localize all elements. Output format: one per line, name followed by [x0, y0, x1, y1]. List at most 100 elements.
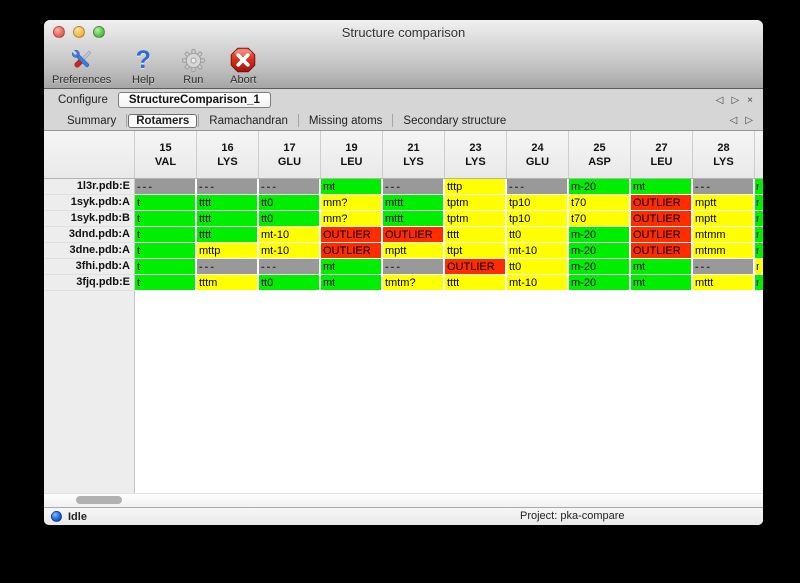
rotamer-cell-partial[interactable]: m: [755, 243, 763, 259]
rotamer-cell[interactable]: t: [135, 259, 197, 275]
tab-ramachandran[interactable]: Ramachandran: [209, 114, 288, 127]
rotamer-cell[interactable]: OUTLIER: [383, 227, 445, 243]
close-window-button[interactable]: [53, 26, 65, 38]
tab-summary[interactable]: Summary: [67, 114, 117, 127]
scrollbar-thumb[interactable]: [76, 496, 122, 504]
rotamer-cell[interactable]: t: [135, 227, 197, 243]
rotamer-cell[interactable]: mttp: [197, 243, 259, 259]
rotamer-cell[interactable]: m-20: [569, 275, 631, 291]
rotamer-cell[interactable]: tttm: [197, 275, 259, 291]
row-label[interactable]: 1syk.pdb:A: [44, 195, 135, 211]
rotamer-cell[interactable]: tttt: [197, 211, 259, 227]
rotamer-cell[interactable]: t: [135, 195, 197, 211]
rotamer-cell[interactable]: ---: [693, 259, 755, 275]
close-config-icon[interactable]: ×: [747, 94, 753, 106]
preferences-button[interactable]: Preferences: [52, 46, 111, 86]
row-label[interactable]: 3fjq.pdb:E: [44, 275, 135, 291]
run-button[interactable]: Run: [175, 46, 211, 86]
rotamer-cell[interactable]: mt-10: [507, 243, 569, 259]
rotamer-cell[interactable]: ---: [383, 259, 445, 275]
rotamer-cell[interactable]: mt: [321, 275, 383, 291]
next-config-icon[interactable]: ▷: [731, 94, 740, 106]
abort-button[interactable]: Abort: [225, 46, 261, 86]
rotamer-cell-partial[interactable]: m: [755, 259, 763, 275]
rotamer-cell[interactable]: mt: [321, 259, 383, 275]
rotamer-cell[interactable]: tttt: [445, 227, 507, 243]
rotamer-cell[interactable]: mptt: [693, 211, 755, 227]
rotamer-cell[interactable]: ---: [259, 179, 321, 195]
rotamer-cell[interactable]: OUTLIER: [321, 227, 383, 243]
rotamer-cell[interactable]: mtmm: [693, 243, 755, 259]
rotamer-cell[interactable]: m-20: [569, 243, 631, 259]
rotamer-cell[interactable]: tp10: [507, 195, 569, 211]
rotamer-cell[interactable]: tttp: [445, 179, 507, 195]
rotamer-cell[interactable]: ---: [259, 259, 321, 275]
rotamer-cell[interactable]: mt: [631, 259, 693, 275]
rotamer-cell-partial[interactable]: m: [755, 275, 763, 291]
row-label[interactable]: 3dnd.pdb:A: [44, 227, 135, 243]
rotamer-cell[interactable]: t: [135, 275, 197, 291]
rotamer-cell[interactable]: OUTLIER: [631, 227, 693, 243]
rotamer-cell[interactable]: tp10: [507, 211, 569, 227]
rotamer-cell[interactable]: ---: [197, 179, 259, 195]
minimize-window-button[interactable]: [73, 26, 85, 38]
rotamer-cell[interactable]: t: [135, 211, 197, 227]
rotamer-cell[interactable]: tptm: [445, 195, 507, 211]
rotamer-cell[interactable]: OUTLIER: [321, 243, 383, 259]
rotamer-cell[interactable]: mm?: [321, 211, 383, 227]
rotamer-cell[interactable]: mtmm: [693, 227, 755, 243]
rotamer-cell[interactable]: t: [135, 243, 197, 259]
rotamer-cell[interactable]: tptm: [445, 211, 507, 227]
rotamer-cell[interactable]: ---: [135, 179, 197, 195]
tab-missing-atoms[interactable]: Missing atoms: [308, 114, 383, 127]
rotamer-cell[interactable]: mm?: [321, 195, 383, 211]
rotamer-cell[interactable]: mt: [321, 179, 383, 195]
row-label[interactable]: 3fhi.pdb:A: [44, 259, 135, 275]
rotamer-cell[interactable]: tt0: [259, 195, 321, 211]
rotamer-cell[interactable]: mttt: [693, 275, 755, 291]
rotamer-cell[interactable]: ---: [383, 179, 445, 195]
rotamer-cell[interactable]: mttt: [383, 211, 445, 227]
configuration-tab[interactable]: StructureComparison_1: [117, 92, 271, 108]
rotamer-cell[interactable]: mt: [631, 179, 693, 195]
row-label[interactable]: 1l3r.pdb:E: [44, 179, 135, 195]
rotamer-cell[interactable]: OUTLIER: [631, 195, 693, 211]
tab-rotamers[interactable]: Rotamers: [128, 113, 198, 128]
rotamer-cell[interactable]: ---: [507, 179, 569, 195]
help-button[interactable]: ? Help: [125, 46, 161, 86]
rotamer-cell-partial[interactable]: m: [755, 195, 763, 211]
rotamer-cell-partial[interactable]: m: [755, 179, 763, 195]
prev-tab-icon[interactable]: ◁: [729, 115, 738, 126]
rotamer-cell[interactable]: tt0: [507, 259, 569, 275]
rotamer-cell[interactable]: mptt: [383, 243, 445, 259]
rotamer-cell[interactable]: t70: [569, 211, 631, 227]
rotamer-cell[interactable]: OUTLIER: [445, 259, 507, 275]
rotamer-cell[interactable]: m-20: [569, 259, 631, 275]
rotamer-cell[interactable]: mt: [631, 275, 693, 291]
rotamer-cell[interactable]: tmtm?: [383, 275, 445, 291]
rotamer-cell[interactable]: tt0: [259, 275, 321, 291]
zoom-window-button[interactable]: [93, 26, 105, 38]
rotamer-cell[interactable]: tttt: [445, 275, 507, 291]
rotamer-cell[interactable]: mt-10: [507, 275, 569, 291]
rotamer-cell[interactable]: m-20: [569, 227, 631, 243]
rotamer-cell[interactable]: tt0: [507, 227, 569, 243]
rotamer-cell-partial[interactable]: m: [755, 227, 763, 243]
rotamer-cell[interactable]: m-20: [569, 179, 631, 195]
row-label[interactable]: 3dne.pdb:A: [44, 243, 135, 259]
rotamer-cell[interactable]: OUTLIER: [631, 243, 693, 259]
horizontal-scrollbar[interactable]: [44, 493, 763, 507]
prev-config-icon[interactable]: ◁: [715, 94, 724, 106]
rotamer-cell[interactable]: ---: [693, 179, 755, 195]
rotamer-cell[interactable]: mttt: [383, 195, 445, 211]
title-bar[interactable]: Structure comparison: [44, 20, 763, 45]
rotamer-cell[interactable]: mt-10: [259, 243, 321, 259]
rotamer-cell[interactable]: tttt: [197, 195, 259, 211]
rotamer-cell[interactable]: mt-10: [259, 227, 321, 243]
next-tab-icon[interactable]: ▷: [745, 115, 753, 126]
rotamer-cell-partial[interactable]: m: [755, 211, 763, 227]
row-label[interactable]: 1syk.pdb:B: [44, 211, 135, 227]
rotamer-cell[interactable]: ttpt: [445, 243, 507, 259]
rotamer-cell[interactable]: tttt: [197, 227, 259, 243]
rotamer-cell[interactable]: mptt: [693, 195, 755, 211]
